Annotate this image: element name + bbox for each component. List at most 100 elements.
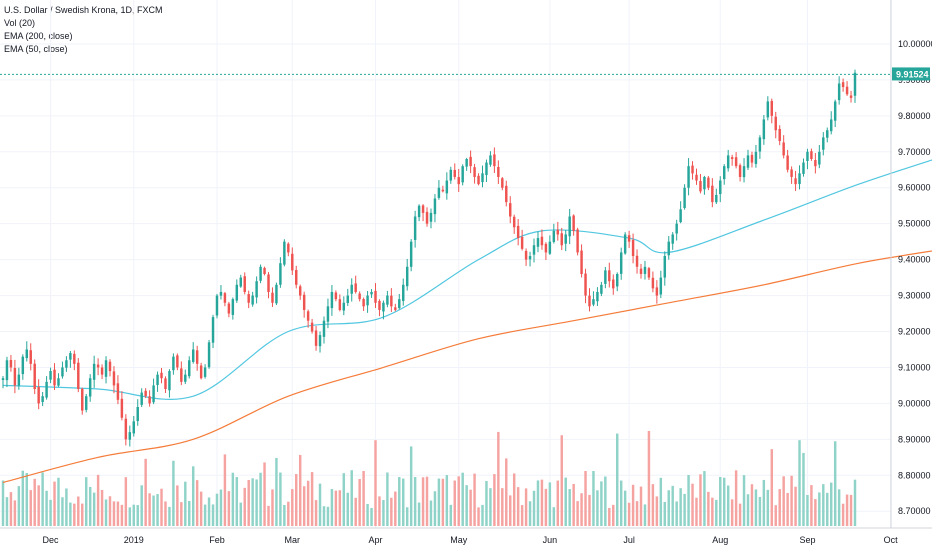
candle-body [291,253,294,271]
candle-body [766,101,770,118]
volume-bar [184,481,187,526]
candle-body [120,398,124,418]
volume-bar [199,491,203,526]
volume-bar [465,485,468,526]
candle-body [485,162,488,176]
candle-body [287,243,290,253]
volume-bar [536,480,540,526]
volume-bar [421,477,425,526]
candle-body [726,155,730,169]
volume-bar [215,493,219,526]
symbol-title[interactable]: U.S. Dollar / Swedish Krona, 1D, FXCM [4,5,163,15]
candle-body [251,295,254,305]
candle-body [398,299,401,309]
volume-bar [382,500,385,526]
candle-body [386,295,389,305]
candle-body [814,159,817,167]
candle-body [267,274,270,292]
candle-body [433,198,437,215]
candle-body [1,378,5,381]
volume-bar [57,477,60,526]
candle-body [92,363,96,380]
candle-body [782,142,785,156]
candle-body [61,367,64,377]
volume-bar [374,440,377,526]
volume-bar [576,501,579,526]
price-tick-label: 9.00000 [898,398,931,408]
ema200-indicator-label[interactable]: EMA (200, close) [4,31,73,41]
candle-body [619,252,623,274]
volume-bar [822,484,825,526]
candle-body [738,165,742,177]
volume-bars [1,430,857,526]
volume-bar [100,489,104,526]
candle-body [207,342,211,368]
volume-bar [5,497,9,526]
candle-body [544,243,548,253]
volume-bar [770,449,774,526]
volume-bar [140,485,143,526]
time-axis[interactable]: Dec2019FebMarAprMayJunJulAugSepOct2 [43,535,932,545]
candle-body [382,302,385,312]
candle-body [639,268,643,274]
candle-body [806,151,809,161]
candle-body [33,363,36,390]
candle-body [215,295,219,316]
candle-body [195,350,199,364]
candle-body [703,176,706,190]
candle-body [722,166,726,180]
candle-body [409,241,413,267]
time-tick-label: Sep [799,535,815,545]
volume-bar [651,484,655,526]
volume-bar [65,488,68,526]
ema50-indicator-label[interactable]: EMA (50, close) [4,44,68,54]
candle-body [227,303,231,314]
volume-bar [195,480,199,526]
candle-body [750,154,754,163]
candle-body [651,277,655,289]
volume-bar [675,501,678,526]
candle-body [481,173,484,183]
time-tick-label: Jun [543,535,558,545]
candle-body [417,205,421,218]
candle-body [128,432,132,440]
candle-body [69,353,72,360]
volume-bar [564,477,567,526]
volume-bar [639,486,643,526]
volume-bar [485,481,488,526]
volume-bar [497,431,500,526]
volume-bar [302,486,306,526]
candle-body [116,383,120,400]
volume-bar [647,430,651,526]
volume-indicator-label[interactable]: Vol (20) [4,18,36,28]
volume-bar [433,491,437,526]
volume-bar [279,472,282,526]
candle-body [616,274,619,287]
candle-body [247,294,250,303]
volume-bar [227,491,231,526]
candle-body [608,270,611,282]
volume-bar [287,501,290,526]
volume-bar [786,492,789,526]
volume-bar [402,478,405,526]
price-axis[interactable]: 10.000009.900009.800009.700009.600009.50… [898,39,932,516]
candle-body [259,266,262,281]
volume-bar [627,502,631,526]
candle-body [536,238,540,247]
volume-bar [164,501,167,526]
candle-body [635,255,639,267]
volume-bar [453,480,456,526]
volume-bar [306,480,310,526]
volume-bar [21,470,25,526]
candle-body [845,86,849,95]
price-tick-label: 8.90000 [898,434,931,444]
candle-body [762,119,766,140]
volume-bar [738,503,742,526]
candle-body [568,216,571,237]
volume-bar [707,491,710,526]
candle-body [584,273,587,296]
candle-body [310,322,314,332]
candle-body [818,151,821,165]
volume-bar [810,485,813,526]
